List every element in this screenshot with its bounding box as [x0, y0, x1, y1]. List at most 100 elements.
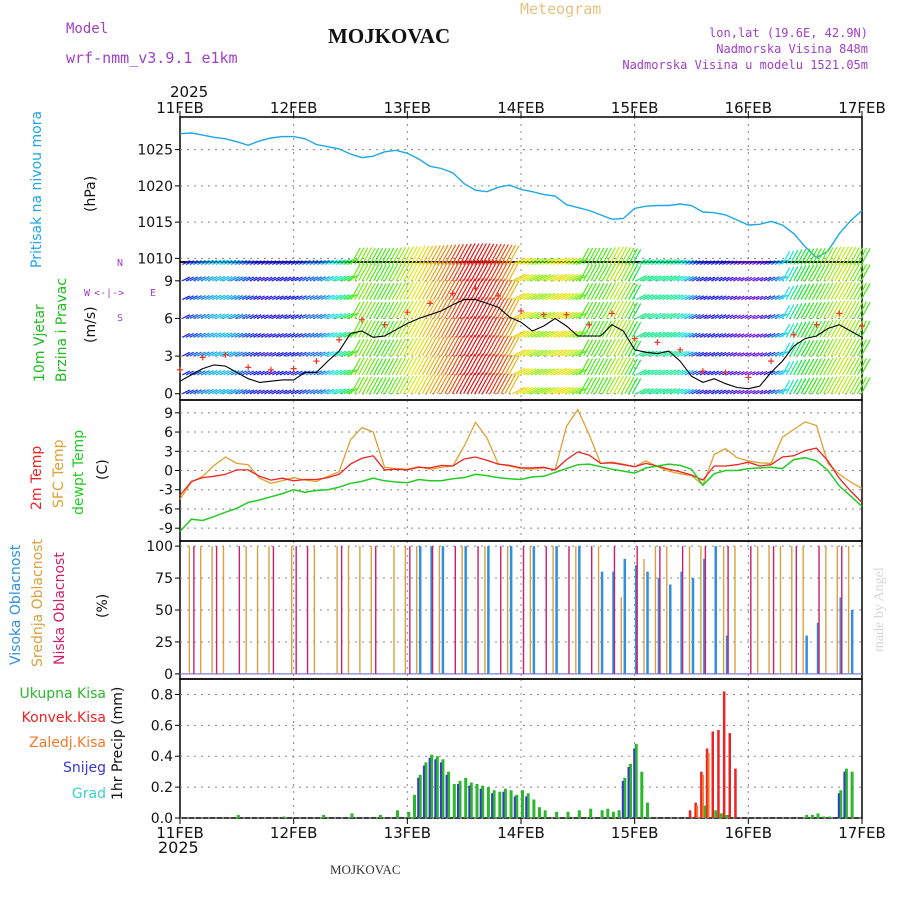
wind-barb [564, 368, 578, 376]
wind-barb [527, 330, 540, 338]
wind-barb [744, 389, 752, 395]
wind-barb [680, 259, 691, 266]
wind-barb [586, 301, 597, 319]
wind-barb [391, 263, 403, 282]
wind-barb [403, 338, 414, 357]
wind-barb [553, 257, 567, 266]
wind-barb [418, 261, 430, 282]
wind-barb [317, 259, 326, 266]
wind-barb [631, 340, 642, 357]
wind-barb [324, 351, 335, 357]
wind-barb [200, 259, 210, 266]
wind-barb [684, 275, 694, 282]
wind-barb [373, 301, 384, 319]
wind-barb [470, 316, 484, 338]
wind-barb [695, 260, 705, 266]
wind-barb [620, 301, 632, 319]
wind-barb [182, 276, 191, 282]
wind-barb [767, 332, 776, 338]
wind-barb [594, 247, 605, 265]
wind-barb [699, 332, 708, 338]
wind-barb [332, 313, 343, 320]
wind-barb [470, 259, 484, 282]
precip-bar [513, 796, 516, 818]
wind-barb [605, 338, 617, 357]
wind-barb [692, 370, 701, 376]
wind-barb [515, 273, 530, 282]
wind-barb [474, 243, 487, 265]
wind-barb [568, 311, 582, 320]
wind-barb [830, 319, 842, 338]
wind-barb [204, 351, 214, 357]
wind-barb [800, 302, 811, 319]
wind-barb [815, 247, 826, 265]
wind-barb [538, 330, 552, 338]
wind-barb [849, 376, 860, 394]
wind-barb [238, 295, 247, 301]
wind-barb [793, 265, 803, 282]
wind-barb [361, 376, 373, 394]
wind-barb [527, 292, 540, 301]
precip-bar [702, 805, 706, 818]
wind-barb [242, 389, 251, 395]
precip-bar [696, 805, 699, 818]
wind-barb [512, 257, 526, 266]
wind-barb [253, 389, 262, 395]
wind-barb [845, 282, 857, 300]
wind-barb [253, 276, 262, 282]
wind-barb [373, 283, 384, 300]
wind-barb [853, 247, 864, 265]
wind-barb [223, 275, 233, 282]
wind-barb [253, 351, 262, 357]
wind-barb [628, 264, 638, 282]
wind-barb [523, 274, 537, 282]
wind-barb [204, 313, 214, 320]
wind-barb [339, 258, 351, 266]
wind-barb [425, 318, 438, 338]
wind-barb [219, 332, 229, 338]
wind-barb [500, 373, 513, 394]
wind-barb [204, 275, 214, 282]
wind-barb [530, 274, 544, 282]
wind-barb [238, 259, 247, 266]
wind-barb [436, 355, 449, 376]
wind-barb [358, 376, 369, 394]
wind-barb [534, 274, 548, 282]
wind-barb [455, 260, 468, 282]
wind-barb [361, 301, 373, 319]
pressure-line [179, 132, 863, 259]
gust-marker [313, 358, 320, 365]
y-tick-label: 1025 [137, 143, 173, 159]
wind-barb [373, 377, 384, 394]
wind-barb [819, 247, 830, 265]
wind-barb [613, 300, 624, 319]
wind-barb [425, 336, 438, 357]
wind-barb [710, 260, 719, 266]
wind-barb [249, 332, 258, 338]
wind-barb [800, 264, 811, 282]
wind-barb [335, 312, 347, 320]
wind-barb [466, 353, 480, 376]
wind-barb [332, 259, 343, 266]
wind-barb [733, 295, 741, 301]
wind-barb [433, 336, 445, 357]
wind-barb [804, 283, 815, 300]
wind-barb [508, 336, 520, 357]
x-tick-label-top: 11FEB [156, 99, 203, 117]
wind-barb [380, 320, 391, 338]
wind-barb [275, 389, 284, 395]
wind-barb [564, 349, 578, 357]
wind-barb [707, 389, 716, 395]
wind-barb [279, 314, 288, 320]
wind-barb [324, 275, 335, 282]
wind-barb [403, 319, 414, 338]
wind-barb [189, 332, 198, 338]
wind-barb [369, 339, 380, 357]
wind-barb [388, 282, 399, 300]
wind-barb [714, 332, 723, 338]
gust-marker [177, 366, 183, 373]
wind-barb [215, 259, 226, 266]
wind-barb [665, 294, 677, 301]
wind-barb [718, 389, 727, 395]
wind-barb [208, 275, 218, 282]
